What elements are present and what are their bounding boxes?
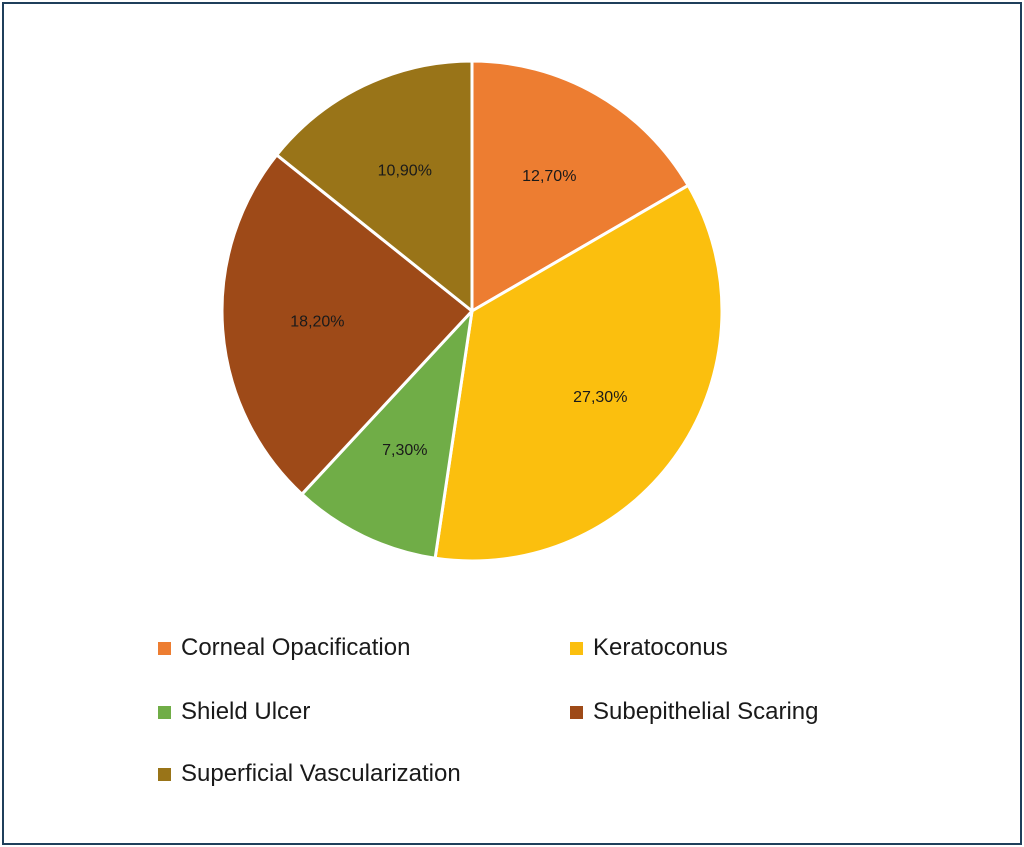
data-label-subepithelial-scaring: 18,20% (290, 314, 344, 331)
data-label-shield-ulcer: 7,30% (382, 442, 427, 459)
data-label-superficial-vascularization: 10,90% (378, 163, 432, 180)
pie-slices (220, 59, 724, 563)
pie-slice-shield-ulcer (300, 309, 474, 560)
pie-labels: 12,70% 27,30% 7,30% 18,20% 10,90% (290, 163, 627, 459)
pie-slice-corneal-opacification (470, 59, 690, 313)
pie-slice-subepithelial-scaring (220, 153, 474, 496)
data-label-keratoconus: 27,30% (573, 389, 627, 406)
pie-slice-superficial-vascularization (275, 59, 474, 313)
data-label-corneal-opacification: 12,70% (522, 168, 576, 185)
pie-slice-keratoconus (433, 183, 724, 563)
